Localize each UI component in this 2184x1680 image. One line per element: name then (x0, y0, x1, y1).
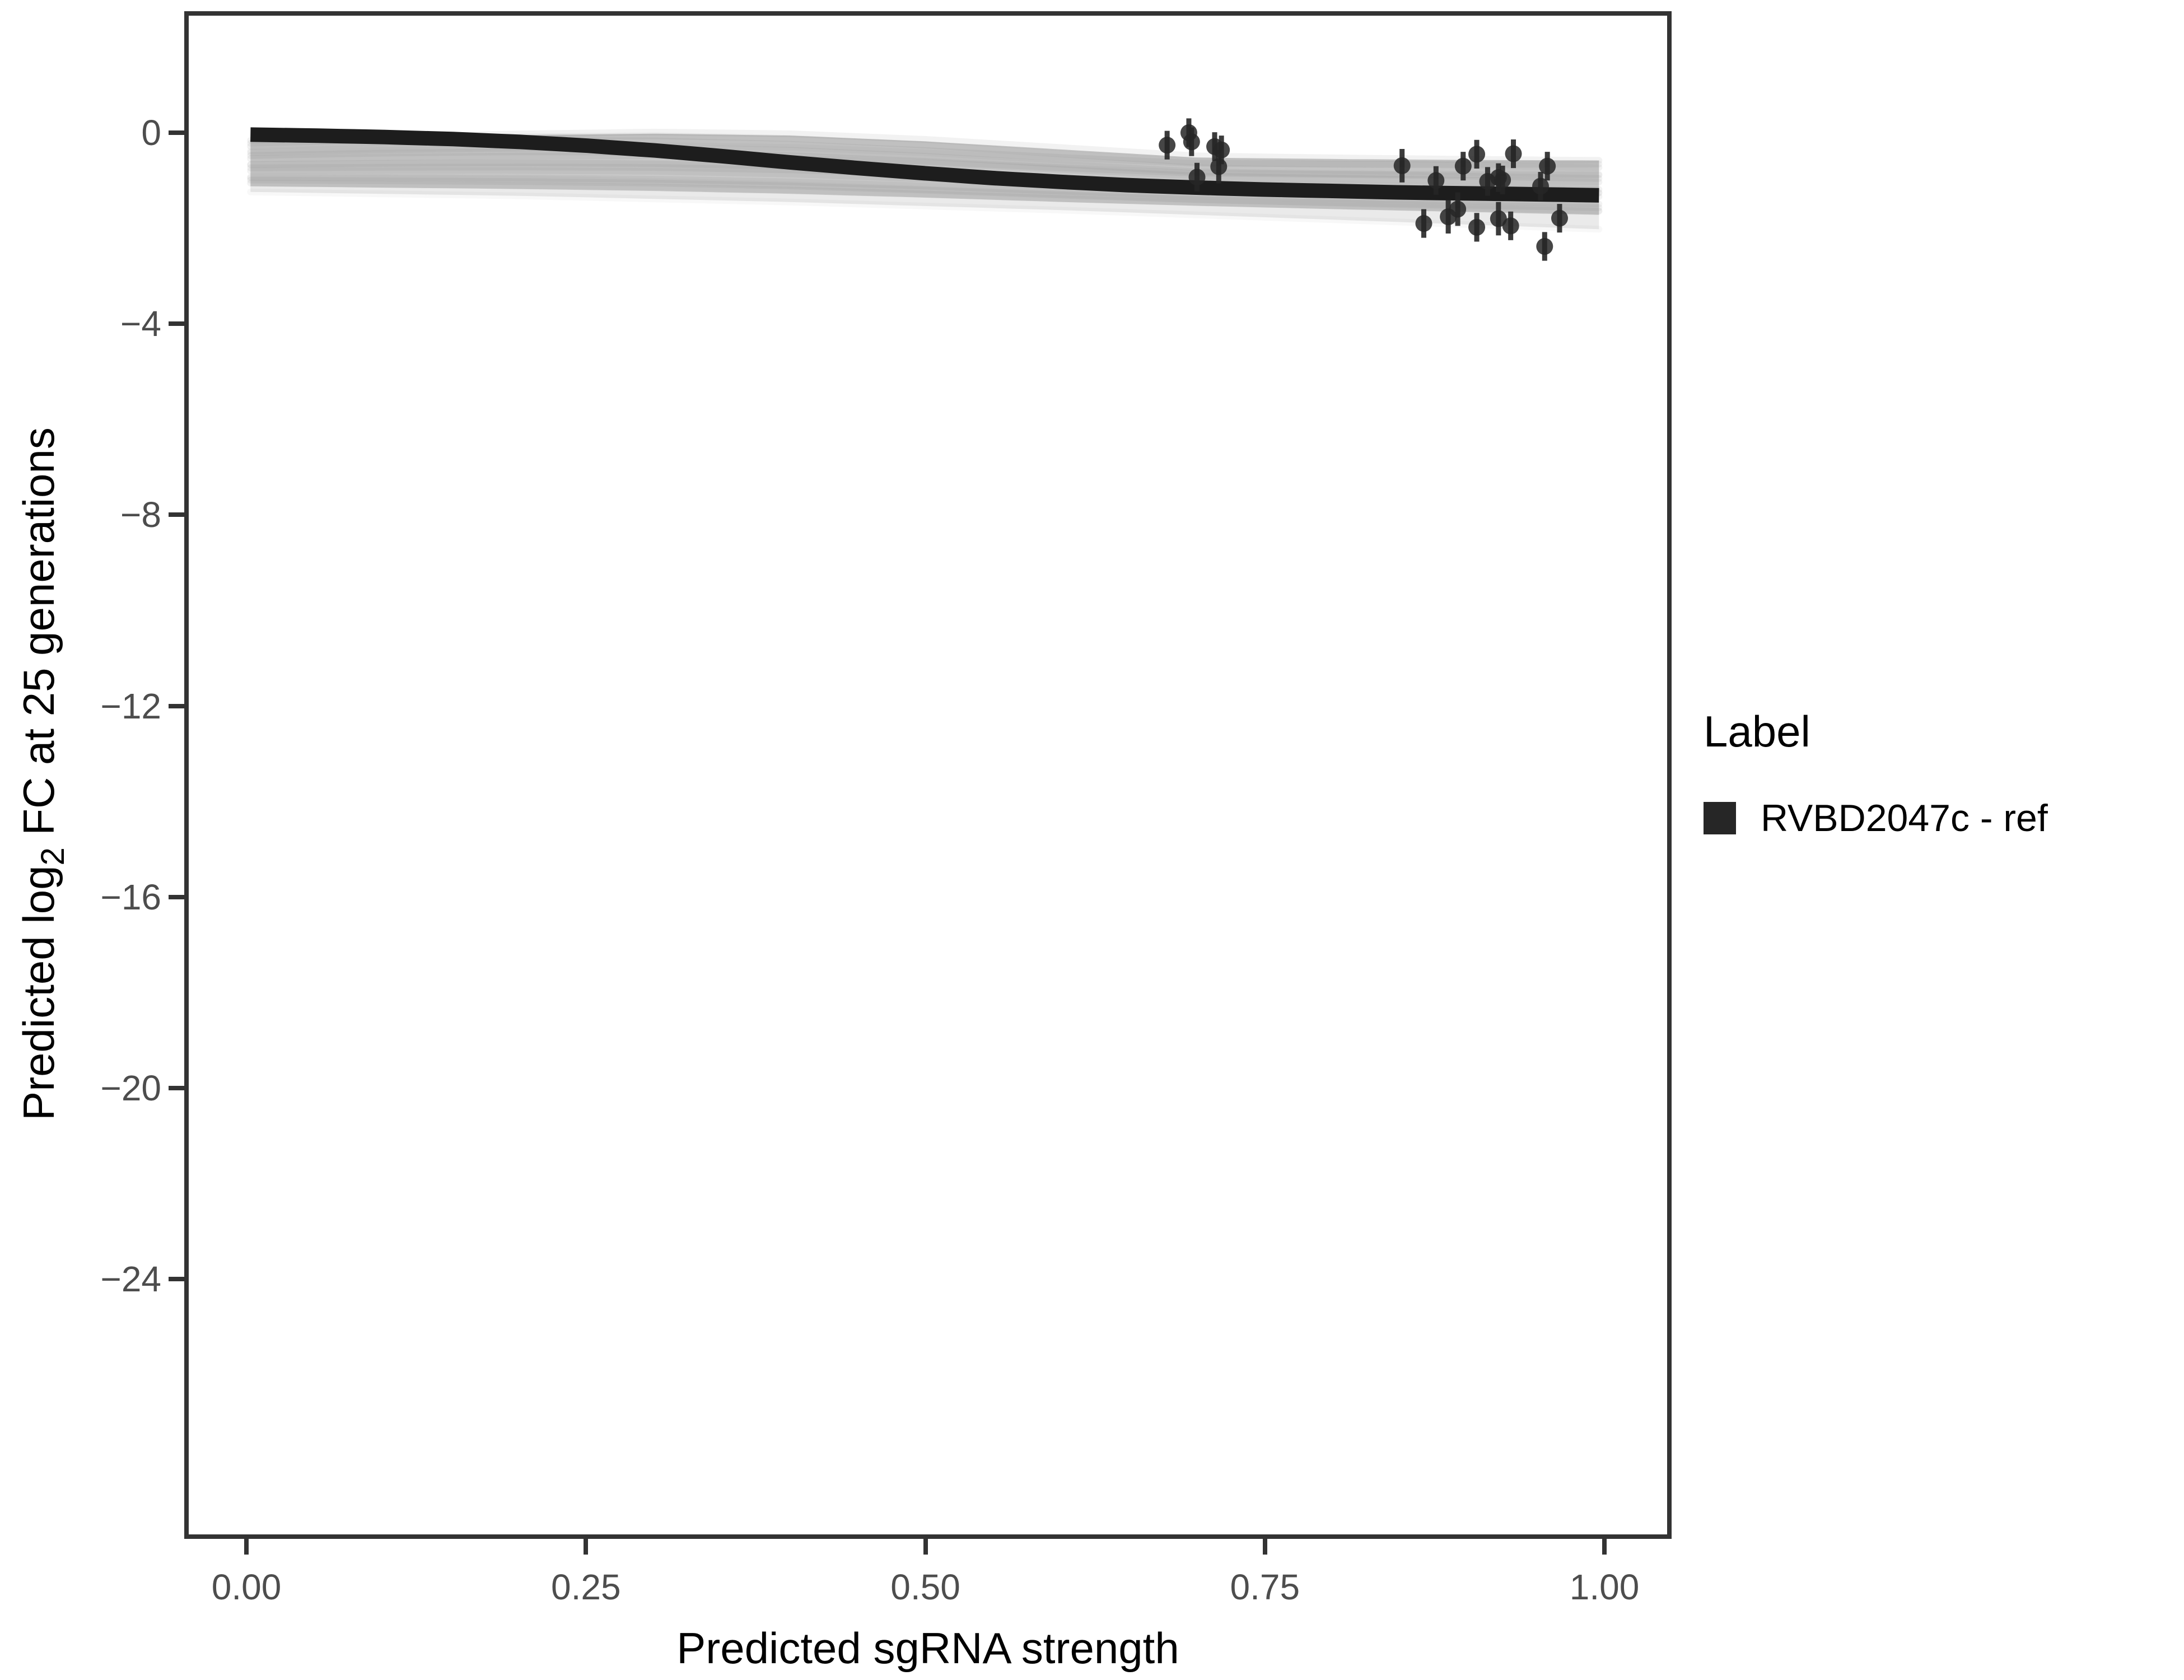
y-tick-label: −4 (120, 304, 161, 344)
legend: Label RVBD2047c - ref (1704, 707, 2180, 840)
posterior-draw-line (247, 175, 1603, 214)
data-point (1468, 146, 1486, 163)
x-axis-title: Predicted sgRNA strength (676, 1623, 1179, 1673)
x-tick-label: 0.25 (550, 1567, 621, 1607)
data-point (1551, 209, 1568, 227)
data-point (1539, 157, 1556, 175)
plot-panel (184, 11, 1672, 1539)
data-point (1159, 137, 1176, 154)
y-tick-mark (169, 703, 184, 708)
data-point (1454, 157, 1472, 175)
y-tick-mark (169, 1277, 184, 1282)
y-tick-label: −24 (100, 1259, 161, 1300)
posterior-draw-line (247, 144, 1603, 179)
x-tick-label: 0.50 (890, 1567, 960, 1607)
data-point (1490, 210, 1507, 227)
plot-panel-canvas (247, 118, 1603, 261)
data-point (1449, 200, 1467, 218)
data-point (1210, 158, 1228, 175)
data-point (1532, 178, 1550, 195)
y-axis-title: Predicted log2 FC at 25 generations (14, 427, 71, 1121)
data-point (1505, 145, 1522, 162)
posterior-draw-line (247, 188, 1603, 233)
x-tick-mark (1262, 1539, 1267, 1555)
x-tick-mark (923, 1539, 928, 1555)
y-tick-label: −20 (100, 1068, 161, 1108)
y-axis-title-prefix: Predicted log (14, 866, 63, 1121)
y-tick-mark (169, 512, 184, 517)
data-point (1415, 215, 1432, 232)
data-point (1494, 171, 1511, 189)
legend-key-square-icon (1704, 802, 1736, 834)
x-tick-mark (584, 1539, 589, 1555)
data-point (1393, 157, 1411, 174)
x-tick-mark (244, 1539, 249, 1555)
legend-title: Label (1704, 707, 1810, 756)
y-tick-label: −8 (120, 494, 161, 535)
y-tick-mark (169, 321, 184, 326)
y-tick-mark (169, 130, 184, 135)
y-tick-mark (169, 894, 184, 899)
legend-entry: RVBD2047c - ref (1704, 796, 2180, 840)
legend-entry-label: RVBD2047c - ref (1761, 797, 2048, 839)
posterior-draw-line (247, 174, 1603, 208)
y-tick-label: 0 (141, 113, 161, 153)
svg-text:Predicted log2 FC at 25 gener: Predicted log2 FC at 25 generations (14, 427, 71, 1121)
x-tick-mark (1602, 1539, 1607, 1555)
posterior-band-outer (250, 186, 1599, 230)
data-point (1536, 238, 1553, 255)
posterior-draw-line (247, 180, 1603, 215)
y-axis-title-subscript: 2 (35, 847, 71, 865)
x-tick-label: 0.75 (1230, 1567, 1300, 1607)
y-tick-label: −12 (100, 685, 161, 726)
data-point (1502, 217, 1519, 235)
data-point (1183, 133, 1200, 151)
data-point (1188, 169, 1206, 186)
posterior-draw-line (247, 152, 1603, 186)
y-tick-mark (169, 1086, 184, 1090)
y-tick-label: −16 (100, 876, 161, 917)
x-tick-label: 1.00 (1569, 1567, 1640, 1607)
posterior-draw-line (247, 148, 1603, 182)
ref-fit-curve (250, 127, 1599, 203)
data-point (1427, 172, 1445, 189)
x-tick-label: 0.00 (211, 1567, 282, 1607)
data-point (1468, 218, 1486, 236)
posterior-draw-line (247, 176, 1603, 211)
data-point (1213, 141, 1230, 158)
y-axis-title-suffix: FC at 25 generations (14, 427, 63, 847)
